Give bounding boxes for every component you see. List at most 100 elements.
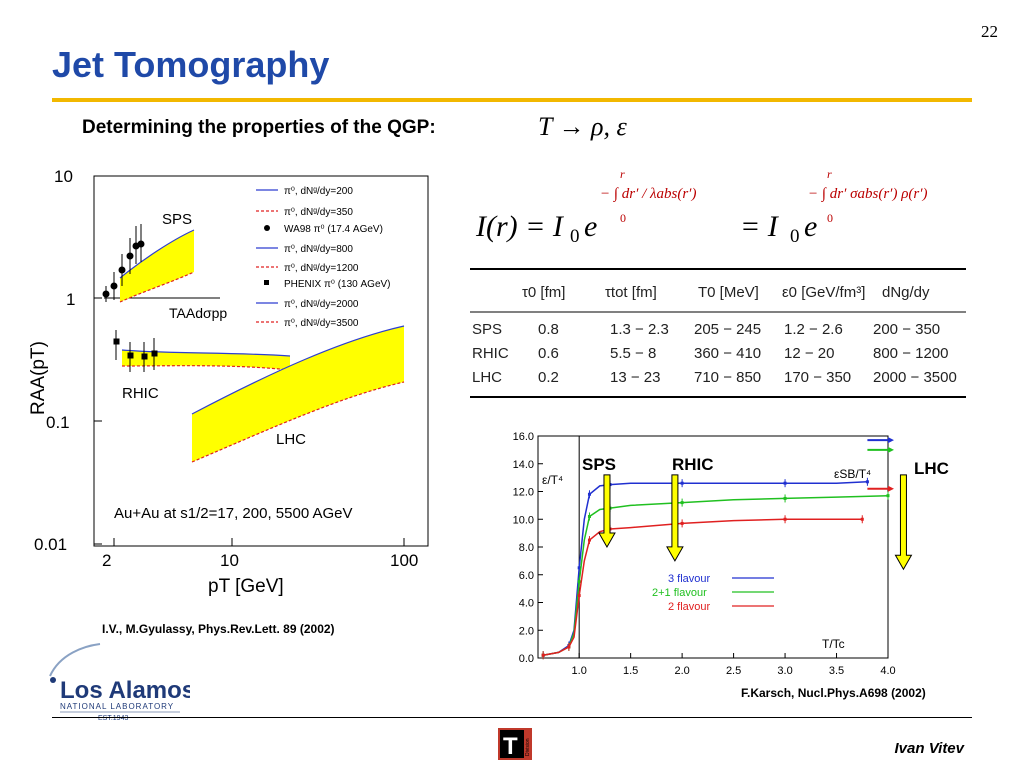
left-xtick-2: 2 — [102, 551, 111, 570]
lattice-ytick: 4.0 — [519, 598, 534, 610]
left-xtick-100: 100 — [390, 551, 418, 570]
table-cell: 360 − 410 — [694, 345, 761, 362]
rhic-band — [122, 350, 290, 370]
wa98-points — [102, 224, 145, 302]
taa-label: TAAdσpp — [169, 305, 227, 321]
table-cell: 2000 − 3500 — [873, 369, 957, 386]
legend-entry: π⁰, dNᵍ/dy=350 — [284, 207, 353, 218]
table-header-eps0: ε0 [GeV/fm³] — [782, 284, 865, 301]
lhc-band — [192, 326, 404, 462]
lattice-ytick: 10.0 — [513, 514, 534, 526]
reference-right: F.Karsch, Nucl.Phys.A698 (2002) — [741, 686, 926, 700]
table-header-t0: T0 [MeV] — [698, 284, 759, 301]
lattice-x-axis-label: T/Tc — [822, 637, 845, 651]
lhc-band-lower — [191, 381, 405, 463]
equation-e-2: e — [804, 210, 817, 243]
equation-sub0-2: 0 — [790, 226, 800, 247]
sb-limit-arrowhead — [888, 437, 894, 444]
table-cell: 205 − 245 — [694, 321, 761, 338]
table-cell: 12 − 20 — [784, 345, 834, 362]
subtitle: Determining the properties of the QGP: — [82, 117, 436, 138]
lattice-arrows — [598, 474, 913, 571]
left-x-axis-label: pT [GeV] — [208, 576, 284, 597]
equation-lower-1: 0 — [620, 211, 626, 225]
table-cell: 1.2 − 2.6 — [784, 321, 843, 338]
lattice-ticks: 0.0 2.0 4.0 6.0 8.0 10.0 12.0 14.0 16.0 1.0 1.5 2.0… — [513, 431, 896, 677]
equation-exponent-2: − ∫ dr′ σabs(r′) ρ(r′) — [808, 186, 928, 202]
table-cell: 0.2 — [538, 369, 559, 386]
left-legend: π⁰, dNᵍ/dy=200 π⁰, dNᵍ/dy=350 WA98 π⁰ (1… — [256, 186, 391, 329]
lattice-ytick: 8.0 — [519, 542, 534, 554]
table-row-name: LHC — [472, 369, 502, 386]
legend-entry: PHENIX π⁰ (130 AGeV) — [284, 279, 391, 290]
lattice-ytick: 0.0 — [519, 653, 534, 665]
logo-dot — [50, 677, 56, 683]
table-cell: 0.8 — [538, 321, 559, 338]
left-ytick-0-01: 0.01 — [34, 535, 67, 554]
lattice-xtick: 1.5 — [623, 665, 638, 677]
sps-band — [120, 230, 194, 302]
table-cell: 0.6 — [538, 345, 559, 362]
legend-entry: π⁰, dNᵍ/dy=3500 — [284, 318, 359, 329]
table-cell: 5.5 − 8 — [610, 345, 656, 362]
table-cell: 170 − 350 — [784, 369, 851, 386]
logo-line2: NATIONAL LABORATORY — [60, 702, 174, 711]
lattice-chart: 0.0 2.0 4.0 6.0 8.0 10.0 12.0 14.0 16.0 1.0 1.5 2.0… — [513, 431, 949, 677]
table-header-tautot: τtot [fm] — [605, 284, 657, 301]
left-y-axis-label: RAA(pT) — [28, 341, 49, 415]
raa-figure: 10 1 0.1 0.01 2 10 100 pT [GeV] RAA(pT) … — [28, 167, 429, 597]
lattice-y-axis-label: ε/T⁴ — [542, 473, 563, 487]
slide-title: Jet Tomography — [52, 44, 330, 85]
left-xtick-10: 10 — [220, 551, 239, 570]
lattice-xtick: 3.5 — [829, 665, 844, 677]
legend-entry: π⁰, dNᵍ/dy=2000 — [284, 299, 359, 310]
band-label-sps: SPS — [162, 211, 192, 228]
sps-band-upper — [119, 229, 195, 279]
rhic-band-lower — [121, 365, 291, 371]
lattice-ytick: 12.0 — [513, 487, 534, 499]
title-rule — [52, 98, 972, 102]
sb-limit-arrowhead — [888, 485, 894, 492]
table-cell: 800 − 1200 — [873, 345, 949, 362]
subtitle-math: T → ρ, ε — [538, 112, 627, 141]
equation-lower-2: 0 — [827, 211, 833, 225]
table-cell: 13 − 23 — [610, 369, 660, 386]
author-name: Ivan Vitev — [894, 740, 964, 757]
sb-limit-arrowhead — [888, 446, 894, 453]
band-label-rhic: RHIC — [122, 385, 159, 402]
arrow-label-sps: SPS — [582, 455, 616, 474]
sb-limit-label: εSB/T⁴ — [834, 467, 871, 481]
parameter-table: τ0 [fm] τtot [fm] T0 [MeV] ε0 [GeV/fm³] … — [470, 268, 966, 398]
lattice-series-line — [542, 481, 868, 656]
lattice-xtick: 3.0 — [777, 665, 792, 677]
table-cell: 710 − 850 — [694, 369, 761, 386]
table-header-dngdy: dNg/dy — [882, 284, 930, 301]
lattice-ytick: 6.0 — [519, 570, 534, 582]
lattice-ytick: 14.0 — [513, 459, 534, 471]
band-label-lhc: LHC — [276, 431, 306, 448]
region-arrow-rhic — [666, 474, 684, 562]
lattice-xtick: 4.0 — [880, 665, 895, 677]
equation-upper-1: r — [620, 167, 625, 181]
t-logo-side: Division — [525, 738, 531, 756]
table-cell: 200 − 350 — [873, 321, 940, 338]
logo-line1: Los Alamos — [60, 677, 190, 704]
lattice-legend: 3 flavour 2+1 flavour 2 flavour — [652, 573, 774, 613]
lhc-band-upper — [191, 325, 405, 415]
lattice-legend-3flavour: 3 flavour — [668, 573, 711, 585]
table-row-name: RHIC — [472, 345, 509, 362]
arrow-label-rhic: RHIC — [672, 455, 714, 474]
bottom-rule — [52, 717, 972, 718]
equation-sub0: 0 — [570, 226, 580, 247]
region-arrow-sps — [598, 474, 616, 549]
table-header-tau0: τ0 [fm] — [522, 284, 565, 301]
lattice-ytick: 16.0 — [513, 431, 534, 443]
reference-left: I.V., M.Gyulassy, Phys.Rev.Lett. 89 (200… — [102, 622, 335, 636]
slide-number: 22 — [981, 22, 998, 41]
lattice-xtick: 1.0 — [572, 665, 587, 677]
lattice-ytick: 2.0 — [519, 625, 534, 637]
left-ytick-10: 10 — [54, 167, 73, 186]
equation-lhs: I(r) = I — [475, 210, 565, 243]
equation-mid: = I — [740, 210, 780, 243]
table-cell: 1.3 − 2.3 — [610, 321, 669, 338]
